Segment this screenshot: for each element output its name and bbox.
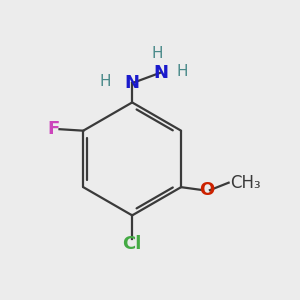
Text: N: N	[125, 74, 140, 92]
Text: CH₃: CH₃	[230, 174, 261, 192]
Text: Cl: Cl	[122, 235, 142, 253]
Text: O: O	[199, 181, 214, 199]
Text: H: H	[100, 74, 111, 89]
Text: H: H	[152, 46, 163, 61]
Text: H: H	[177, 64, 188, 79]
Text: F: F	[47, 120, 60, 138]
Text: N: N	[153, 64, 168, 82]
